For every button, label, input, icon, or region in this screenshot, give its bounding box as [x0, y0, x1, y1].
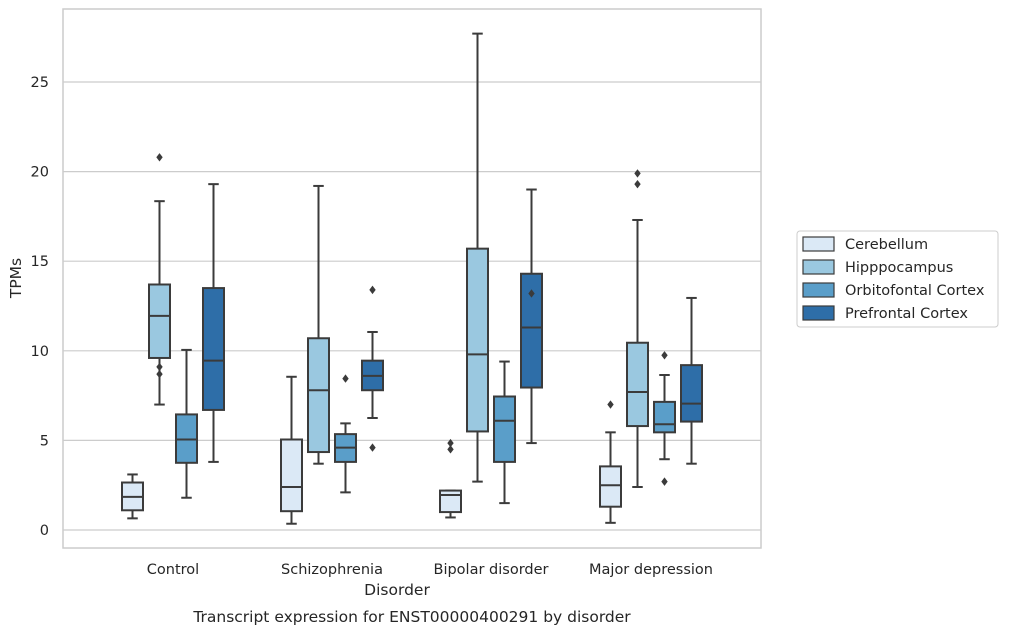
- outlier-point: [156, 153, 163, 162]
- box-prefrontal-cortex: [361, 285, 384, 452]
- box-iqr: [439, 489, 462, 514]
- box-iqr: [202, 287, 225, 411]
- plot-frame: [62, 8, 762, 549]
- plot-area: [63, 9, 761, 548]
- box-prefrontal-cortex: [680, 296, 703, 465]
- box-cerebellum: [439, 438, 462, 519]
- outlier-point: [156, 362, 163, 372]
- outlier-point: [447, 445, 454, 454]
- x-tick-label: Schizophrenia: [281, 562, 383, 578]
- box-prefrontal-cortex: [520, 188, 543, 445]
- box-orbitofontal-cortex: [493, 360, 516, 505]
- outlier-point: [342, 374, 349, 383]
- box-cerebellum: [280, 375, 303, 525]
- box-iqr: [626, 341, 649, 428]
- outlier-point: [634, 179, 641, 189]
- box-hipppocampus: [466, 32, 489, 483]
- box-iqr: [599, 465, 622, 508]
- legend-swatch: [802, 236, 835, 252]
- x-tick-label: Control: [147, 562, 199, 578]
- box-prefrontal-cortex: [202, 183, 225, 463]
- x-tick-label: Bipolar disorder: [434, 562, 549, 578]
- box-iqr: [520, 272, 543, 389]
- box-iqr: [280, 438, 303, 513]
- box-cerebellum: [121, 473, 144, 520]
- legend: Cerebellum Hipppocampus Orbitofontal Corte…: [796, 230, 999, 328]
- x-axis-title: Disorder: [364, 581, 430, 599]
- box-cerebellum: [599, 400, 622, 524]
- box-iqr: [307, 337, 330, 454]
- legend-swatch: [802, 282, 835, 298]
- y-tick-label: 10: [31, 344, 49, 360]
- box-hipppocampus: [148, 153, 171, 406]
- legend-label: Cerebellum: [845, 237, 928, 253]
- outlier-point: [447, 438, 454, 448]
- legend-swatch: [802, 305, 835, 321]
- box-iqr: [148, 283, 171, 359]
- y-tick-label: 20: [31, 165, 49, 181]
- x-tick-label: Major depression: [589, 562, 713, 578]
- legend-label: Orbitofontal Cortex: [845, 283, 985, 299]
- legend-swatch: [802, 259, 835, 275]
- box-iqr: [680, 364, 703, 423]
- outlier-point: [661, 351, 668, 360]
- x-tick-labels: Control Schizophrenia Bipolar disorder Majo…: [147, 562, 713, 578]
- box-orbitofontal-cortex: [653, 351, 676, 486]
- y-tick-label: 25: [31, 75, 49, 91]
- legend-label: Prefrontal Cortex: [845, 306, 968, 322]
- box-orbitofontal-cortex: [175, 348, 198, 499]
- box-hipppocampus: [307, 184, 330, 465]
- outlier-point: [634, 169, 641, 178]
- y-tick-label: 5: [40, 433, 49, 449]
- chart-caption: Transcript expression for ENST0000040029…: [192, 608, 631, 626]
- y-tick-label: 15: [31, 254, 49, 270]
- boxes: [121, 32, 703, 525]
- y-tick-label: 0: [40, 523, 49, 539]
- outlier-point: [661, 477, 668, 486]
- legend-label: Hipppocampus: [845, 260, 953, 276]
- y-axis-title: TPMs: [7, 258, 25, 299]
- box-iqr: [466, 247, 489, 433]
- box-iqr: [493, 395, 516, 463]
- box-orbitofontal-cortex: [334, 374, 357, 494]
- box-hipppocampus: [626, 169, 649, 488]
- box-iqr: [653, 400, 676, 434]
- outlier-point: [369, 443, 376, 452]
- y-tick-labels: 0 5 10 15 20 25: [31, 75, 49, 539]
- outlier-point: [528, 289, 535, 298]
- outlier-point: [156, 369, 163, 379]
- outlier-point: [607, 400, 614, 409]
- outlier-point: [369, 285, 376, 295]
- legend-frame: [796, 230, 999, 328]
